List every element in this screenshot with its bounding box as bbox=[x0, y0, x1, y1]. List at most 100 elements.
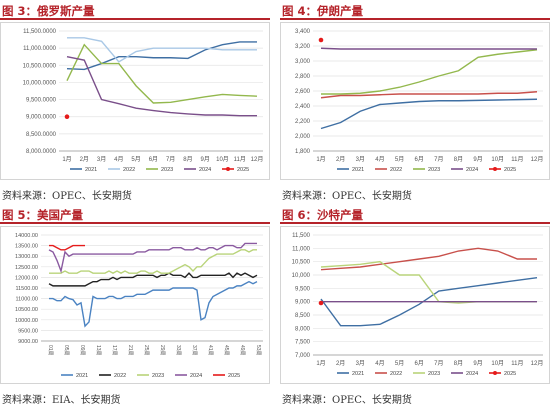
series-point-2025 bbox=[318, 300, 324, 306]
series-line-2021 bbox=[49, 280, 258, 328]
legend-marker bbox=[493, 371, 497, 375]
panel-title: 图 3：俄罗斯产量 bbox=[0, 0, 270, 20]
x-tick-label: 11月 bbox=[511, 156, 523, 163]
y-tick-label: 9,000.0000 bbox=[26, 115, 57, 121]
panel-title-text: 图 5：美国产量 bbox=[2, 208, 84, 222]
series-line-2021 bbox=[320, 276, 538, 327]
source-note: 资料来源：OPEC、长安期货 bbox=[282, 395, 412, 406]
iran-production-chart: 1,800 2,000 2,200 2,400 2,600 2,800 3,000 3,200… bbox=[295, 29, 543, 173]
legend-label: 2022 bbox=[114, 373, 126, 379]
y-tick-label: 12000.00 bbox=[15, 275, 38, 281]
x-tick-label: 10月 bbox=[216, 156, 229, 163]
chart-frame: 9000.00 9500.00 10000.00 10500.00 11000.00 11… bbox=[0, 226, 270, 384]
legend-label: 2024 bbox=[466, 371, 478, 377]
legend-marker bbox=[493, 167, 497, 171]
y-tick-label: 8,000 bbox=[295, 326, 311, 332]
series-line-2023 bbox=[49, 249, 257, 274]
x-tick-label: 9月 bbox=[473, 360, 482, 367]
x-tick-label: 6月 bbox=[149, 156, 158, 163]
y-tick-label: 9,500.0000 bbox=[26, 98, 57, 104]
x-tick-label: 12月 bbox=[251, 156, 264, 163]
x-tick-label: 6月 bbox=[415, 360, 424, 367]
series-point-2025 bbox=[318, 37, 324, 43]
y-tick-label: 2,800 bbox=[295, 74, 311, 80]
panel-iran: 图 4：伊朗产量 1,800 2,000 2,200 2,400 2,600 2,800 3… bbox=[280, 0, 550, 202]
chart-frame: 8,000.0000 8,500.0000 9,000.0000 9,500.0000… bbox=[0, 22, 270, 180]
x-tick-label: 41周 bbox=[207, 345, 213, 356]
y-tick-label: 11,000 bbox=[292, 246, 311, 252]
legend-label: 2023 bbox=[152, 373, 164, 379]
chart-frame: 1,800 2,000 2,200 2,400 2,600 2,800 3,000 3,200… bbox=[280, 22, 550, 180]
y-tick-label: 8,500 bbox=[295, 313, 311, 319]
x-tick-label: 17周 bbox=[111, 345, 117, 356]
x-tick-label: 05周 bbox=[63, 345, 69, 356]
x-tick-label: 13周 bbox=[95, 345, 101, 356]
x-tick-label: 2月 bbox=[336, 360, 345, 367]
x-tick-label: 5月 bbox=[395, 360, 404, 367]
panel-title: 图 5：美国产量 bbox=[0, 204, 270, 224]
y-tick-label: 11000.00 bbox=[15, 297, 38, 303]
series-line-2022 bbox=[320, 247, 537, 271]
x-tick-label: 11月 bbox=[511, 360, 523, 367]
series-line-2024 bbox=[320, 47, 537, 50]
x-tick-label: 09周 bbox=[79, 345, 85, 356]
y-tick-label: 2,600 bbox=[295, 89, 311, 95]
panel-title: 图 6：沙特产量 bbox=[280, 204, 550, 224]
x-tick-label: 11月 bbox=[234, 156, 246, 163]
legend-label: 2025 bbox=[228, 373, 240, 379]
y-tick-label: 2,400 bbox=[295, 104, 311, 110]
x-tick-label: 10月 bbox=[491, 360, 504, 367]
y-tick-label: 3,200 bbox=[295, 44, 311, 50]
y-tick-label: 8,000.0000 bbox=[26, 149, 57, 155]
y-tick-label: 3,000 bbox=[295, 59, 311, 65]
y-tick-label: 11,500 bbox=[292, 233, 311, 239]
y-tick-label: 10000.00 bbox=[15, 318, 38, 324]
x-tick-label: 4月 bbox=[375, 156, 384, 163]
panel-russia: 图 3：俄罗斯产量 8,000.0000 8,500.0000 9,000.0000… bbox=[0, 0, 270, 202]
x-tick-label: 8月 bbox=[454, 360, 463, 367]
x-tick-label: 2月 bbox=[336, 156, 345, 163]
legend-label: 2024 bbox=[199, 167, 211, 173]
panel-saudi: 图 6：沙特产量 7,000 7,500 8,000 8,500 9,000 9,500 1… bbox=[280, 204, 550, 406]
x-tick-label: 21周 bbox=[127, 345, 133, 356]
legend-label: 2021 bbox=[76, 373, 88, 379]
series-line-2025 bbox=[49, 244, 85, 251]
x-tick-label: 3月 bbox=[356, 360, 365, 367]
x-tick-label: 29周 bbox=[159, 345, 165, 356]
y-tick-label: 13500.00 bbox=[15, 244, 38, 250]
y-tick-label: 3,400 bbox=[295, 29, 311, 35]
y-tick-label: 7,500 bbox=[295, 340, 311, 346]
x-tick-label: 1月 bbox=[62, 156, 71, 163]
legend-label: 2025 bbox=[504, 167, 516, 173]
legend-label: 2022 bbox=[390, 167, 402, 173]
x-tick-label: 7月 bbox=[166, 156, 175, 163]
x-tick-label: 49周 bbox=[239, 345, 245, 356]
russia-production-chart: 8,000.0000 8,500.0000 9,000.0000 9,500.0000… bbox=[23, 29, 264, 173]
series-line-2023 bbox=[321, 49, 538, 95]
panel-title: 图 4：伊朗产量 bbox=[280, 0, 550, 20]
x-tick-label: 12月 bbox=[531, 360, 544, 367]
series-line-2023 bbox=[66, 43, 258, 104]
legend-label: 2023 bbox=[428, 167, 440, 173]
y-tick-label: 9500.00 bbox=[18, 328, 38, 334]
series-line-2022 bbox=[320, 91, 538, 99]
series-line-2021 bbox=[66, 41, 257, 71]
y-tick-label: 9,000 bbox=[295, 300, 311, 306]
y-tick-label: 2,200 bbox=[295, 119, 311, 125]
y-tick-label: 13000.00 bbox=[15, 254, 38, 260]
series-point-2025 bbox=[64, 114, 70, 120]
x-tick-label: 5月 bbox=[131, 156, 140, 163]
y-tick-label: 12500.00 bbox=[15, 265, 38, 271]
chart-frame: 7,000 7,500 8,000 8,500 9,000 9,500 10,000 10,5… bbox=[280, 226, 550, 384]
x-tick-label: 6月 bbox=[415, 156, 424, 163]
legend-label: 2022 bbox=[390, 371, 402, 377]
series-line-2022 bbox=[67, 37, 257, 63]
x-tick-label: 7月 bbox=[434, 360, 443, 367]
y-tick-label: 14000.00 bbox=[15, 233, 38, 239]
x-tick-label: 2月 bbox=[80, 156, 89, 163]
x-tick-label: 1月 bbox=[316, 156, 325, 163]
legend-label: 2025 bbox=[504, 371, 516, 377]
y-tick-label: 1,800 bbox=[295, 149, 311, 155]
x-tick-label: 4月 bbox=[375, 360, 384, 367]
y-tick-label: 10,000 bbox=[292, 273, 311, 279]
